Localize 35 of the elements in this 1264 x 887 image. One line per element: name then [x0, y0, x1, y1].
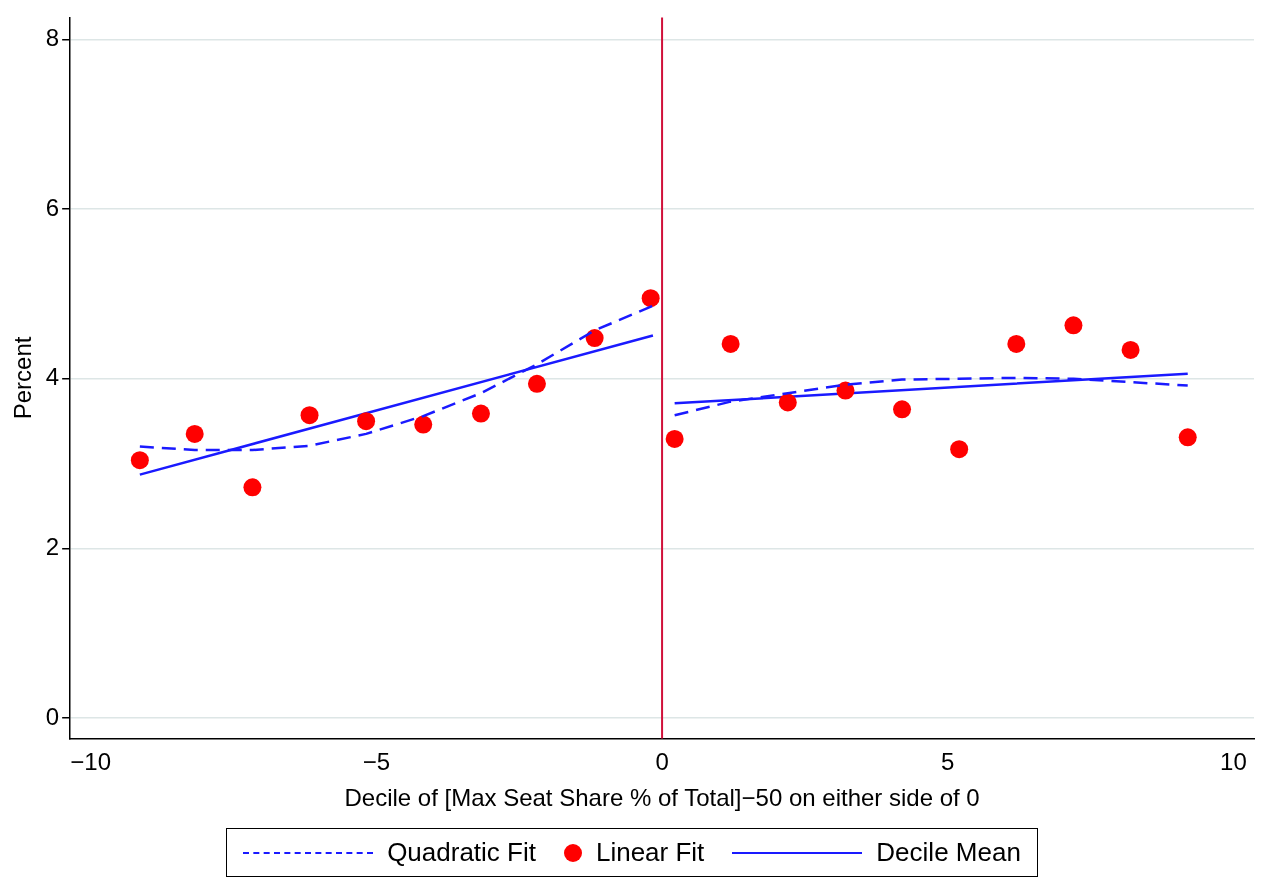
x-tick-label: 5 [941, 748, 955, 776]
y-tick-label: 8 [45, 24, 60, 52]
point [641, 289, 660, 308]
x-tick-label: −10 [70, 748, 112, 776]
point [527, 374, 546, 393]
point [1007, 334, 1026, 353]
point [243, 478, 262, 497]
point [1121, 340, 1140, 359]
x-tick-label: 0 [655, 748, 669, 776]
point [357, 412, 376, 431]
point [950, 440, 969, 459]
x-tick-label: 10 [1220, 748, 1247, 776]
y-tick-label: 6 [45, 193, 60, 221]
x-tick-label: −5 [362, 748, 391, 776]
point [414, 415, 433, 434]
point [721, 334, 740, 353]
y-tick-label: 0 [45, 702, 60, 730]
legend-label: Decile Mean [876, 837, 1021, 868]
legend-label: Linear Fit [595, 837, 705, 868]
point [778, 393, 797, 412]
point [585, 329, 604, 348]
point [665, 429, 684, 448]
x-axis-title: Decile of [Max Seat Share % of Total]−50 on either side of 0 [344, 784, 980, 812]
y-tick-label: 2 [45, 533, 60, 561]
legend-label: Quadratic Fit [387, 837, 536, 868]
point [300, 406, 319, 425]
y-axis-title: Percent [9, 336, 37, 420]
y-tick-label: 4 [45, 363, 60, 391]
point [1178, 428, 1197, 447]
point [893, 400, 912, 419]
point [185, 424, 204, 443]
point [836, 381, 855, 400]
point [130, 451, 149, 470]
point [1064, 316, 1083, 335]
point [471, 404, 490, 423]
